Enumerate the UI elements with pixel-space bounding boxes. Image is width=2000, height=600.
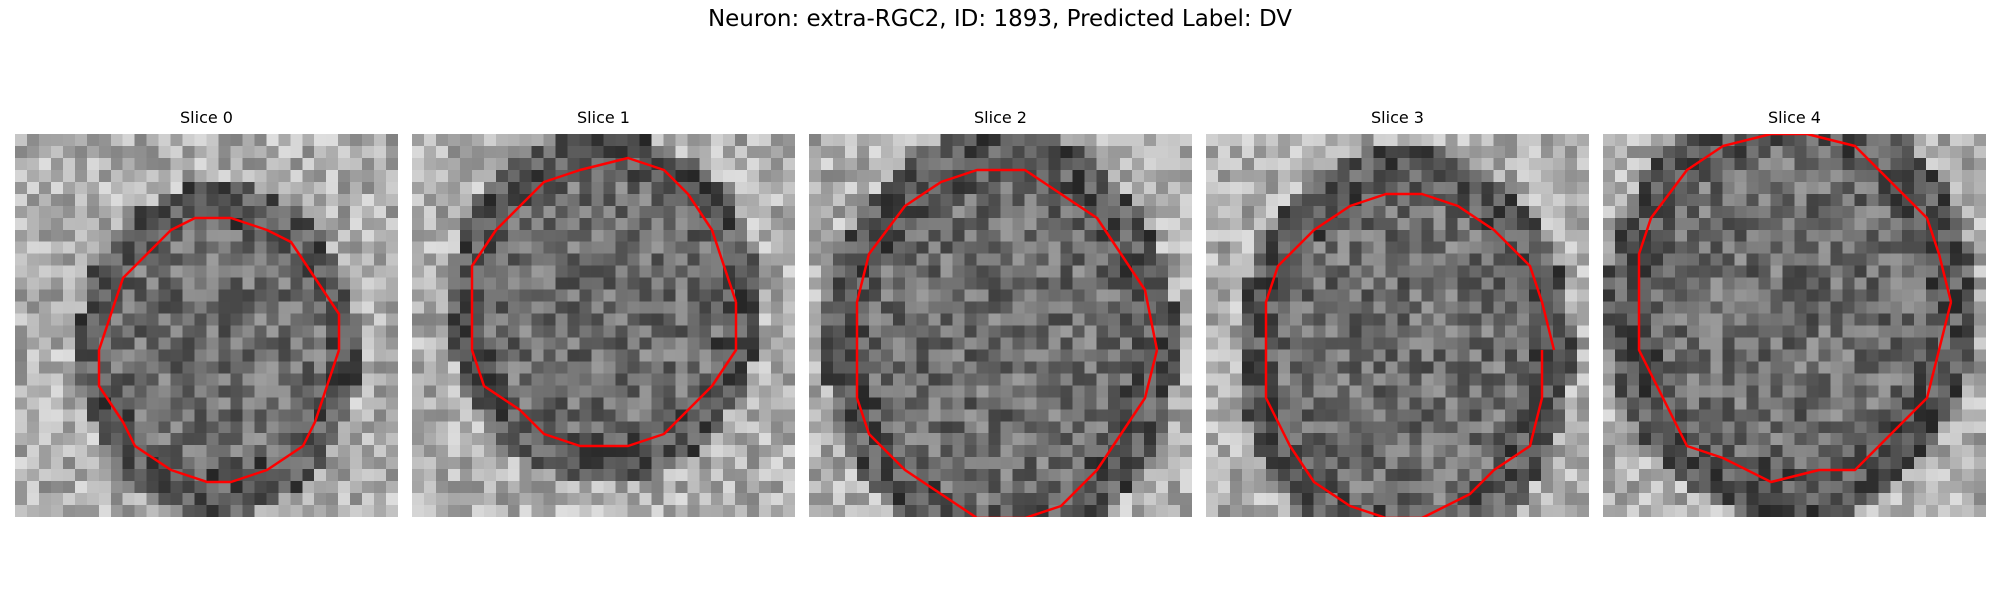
slice-1-image [412, 134, 795, 517]
slice-0-contour-layer [97, 216, 341, 484]
slice-3-contour [1264, 192, 1556, 517]
figure-title: Neuron: extra-RGC2, ID: 1893, Predicted … [707, 6, 1293, 32]
panel-3-title: Slice 3 [1371, 108, 1424, 127]
slice-1-pixels [412, 134, 795, 517]
slice-4-contour-layer [1637, 134, 1953, 484]
slice-3-image [1206, 134, 1589, 517]
panel-2-title: Slice 2 [974, 108, 1027, 127]
slice-4-contour [1637, 134, 1953, 484]
panel-4-title: Slice 4 [1768, 108, 1821, 127]
slice-2-image [809, 134, 1192, 517]
slice-1-contour-layer [470, 156, 738, 448]
slice-0-image [15, 134, 398, 517]
panel-1-title: Slice 1 [577, 108, 630, 127]
slice-2-pixels [809, 134, 1192, 517]
slice-2-contour [855, 168, 1159, 517]
slice-1-contour [470, 156, 738, 448]
slice-2-contour-layer [855, 168, 1159, 517]
slice-3-contour-layer [1264, 192, 1556, 517]
slice-4-image [1603, 134, 1986, 517]
slice-0-contour [97, 216, 341, 484]
slice-3-pixels [1206, 134, 1589, 517]
panel-0-title: Slice 0 [180, 108, 233, 127]
slice-0-pixels [15, 134, 398, 517]
